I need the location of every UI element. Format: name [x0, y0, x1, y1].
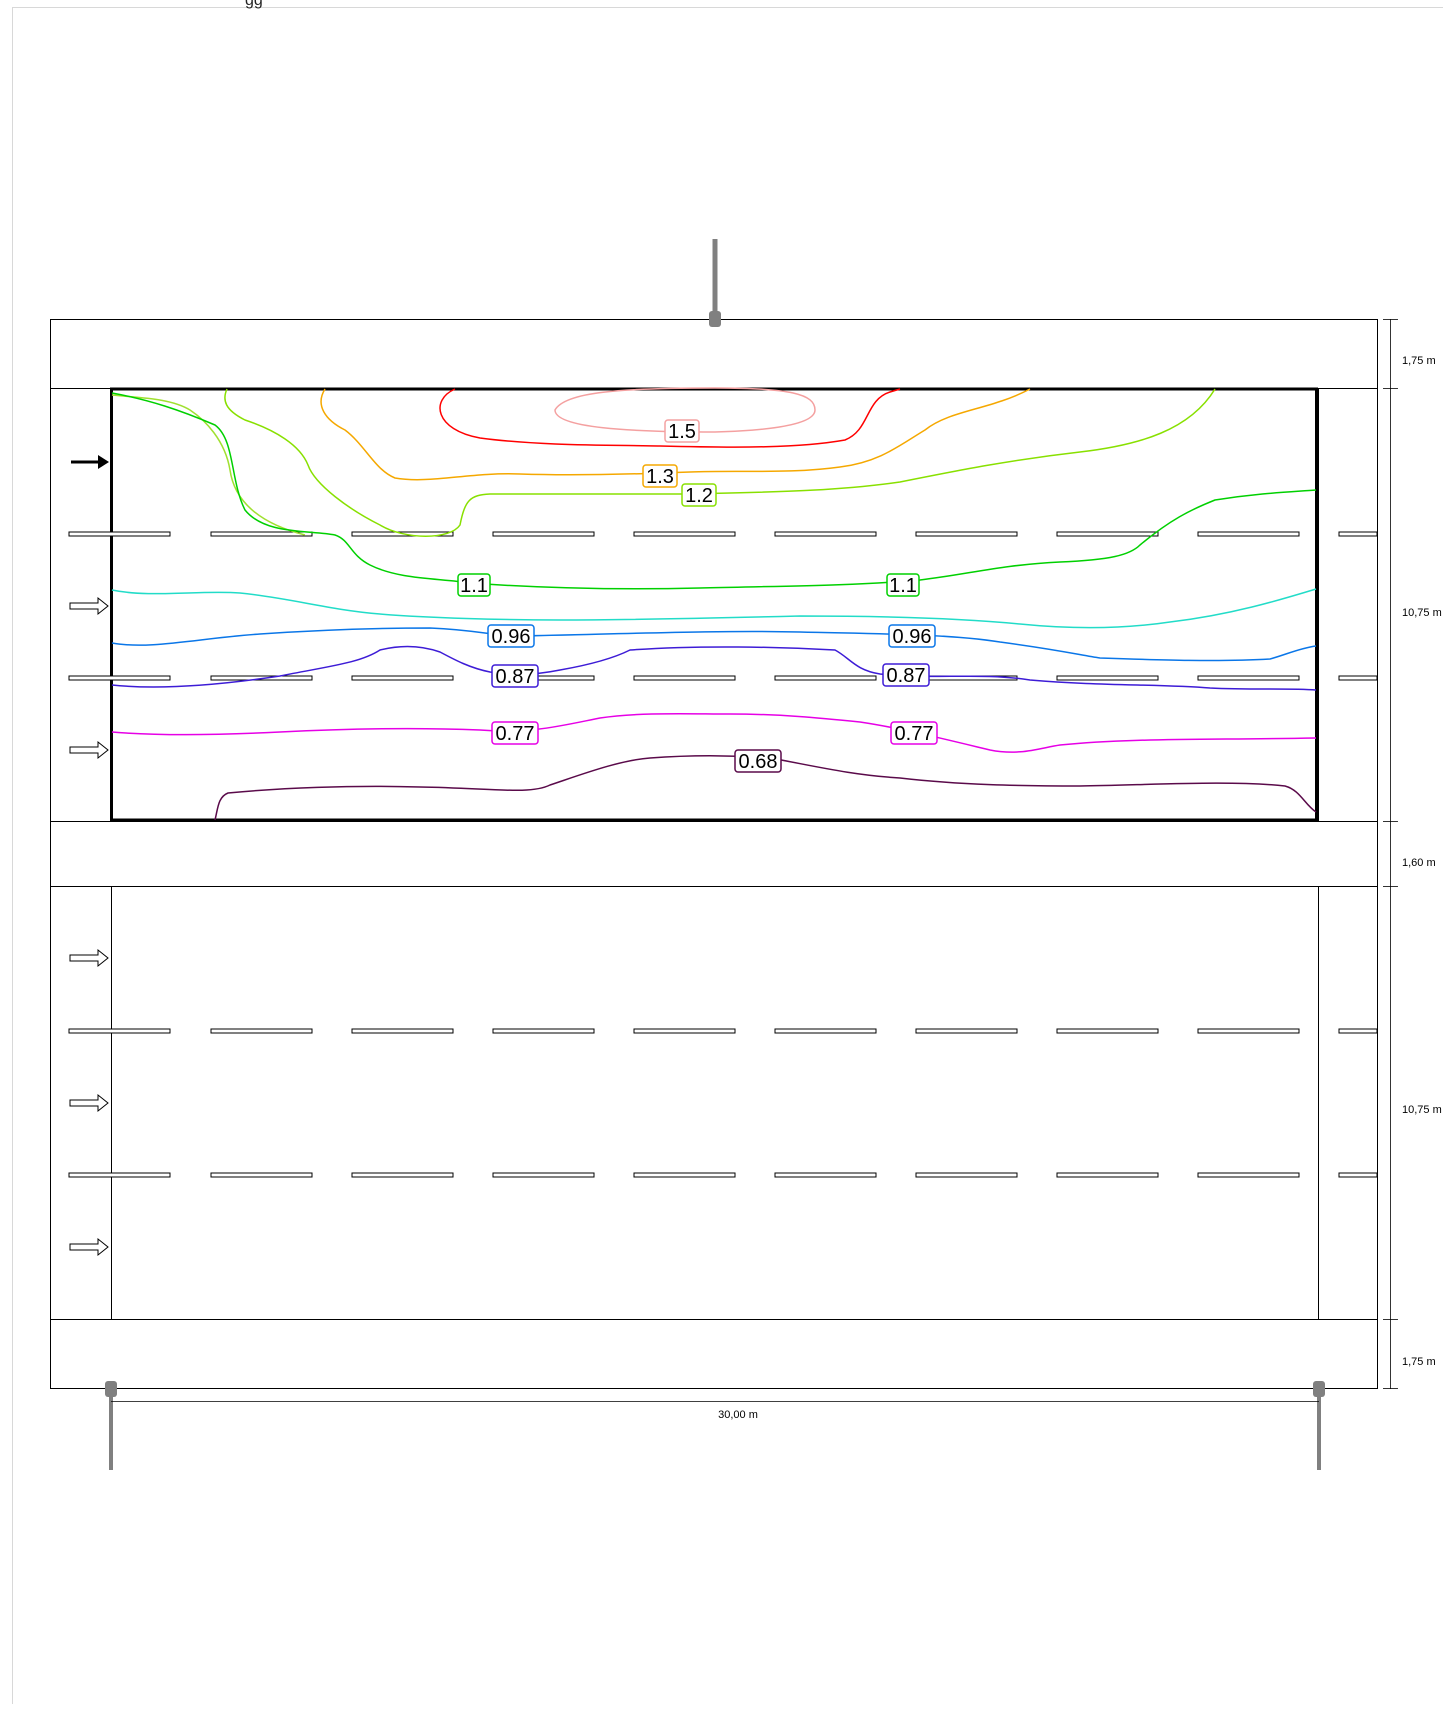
cropped-header-text: gg [245, 0, 263, 10]
luminaire-bottom-right [1313, 1381, 1325, 1470]
contour-0.96 [112, 628, 1316, 661]
lane-dash [211, 1029, 312, 1033]
contour-label-0.77: 0.77 [492, 722, 538, 745]
lane-dash [775, 676, 876, 680]
contour-1.2-b [112, 395, 305, 535]
width-dimension: 30,00 m [111, 1402, 1319, 1422]
upper-carriageway [51, 389, 1378, 822]
lane-dash [1198, 532, 1299, 536]
contour-label-text: 0.68 [739, 751, 778, 773]
direction-arrow [70, 598, 108, 614]
contour-label-1.2: 1.2 [682, 484, 716, 507]
lane-dash [916, 1029, 1017, 1033]
lane-dash [634, 532, 735, 536]
lane-dash [1057, 1029, 1158, 1033]
contour-label-text: 1.3 [646, 466, 674, 488]
dim-median: 1,60 m [1402, 857, 1436, 869]
direction-arrow [70, 742, 108, 758]
direction-arrows [70, 455, 109, 1255]
lane-dash [69, 676, 170, 680]
contour-label-text: 0.87 [496, 666, 535, 688]
lane-dash [1057, 1173, 1158, 1177]
contour-0.87 [112, 646, 1316, 690]
lane-dash [493, 1173, 594, 1177]
lane-markings [69, 532, 1377, 1177]
luminaires [105, 239, 1325, 1470]
contour-0.77 [112, 714, 1316, 752]
lane-dash [1057, 532, 1158, 536]
lane-dash [1339, 1173, 1377, 1177]
top-sidewalk [51, 320, 1378, 389]
contour-label-0.96: 0.96 [889, 625, 935, 648]
lane-dash [1339, 676, 1377, 680]
width-dimension-label: 30,00 m [718, 1409, 758, 1421]
lane-dash [775, 1029, 876, 1033]
dim-lower-carriageway: 10,75 m [1402, 1104, 1442, 1116]
lane-dash [634, 676, 735, 680]
contour-label-0.87: 0.87 [492, 665, 538, 688]
contour-label-text: 1.1 [889, 575, 917, 597]
luminaire-bottom-left [105, 1381, 117, 1470]
contour-1.0-cyan [112, 589, 1316, 628]
direction-arrow [70, 950, 108, 966]
contour-label-text: 1.2 [685, 485, 713, 507]
lane-dash [1198, 1029, 1299, 1033]
contour-labels: 1.5 1.3 1.2 1.1 1.1 0.96 0.96 0.87 0.87 0.77 0.77 0… [458, 420, 937, 773]
lane-dash [775, 532, 876, 536]
lane-dash [493, 1029, 594, 1033]
contour-label-text: 1.5 [668, 421, 696, 443]
contour-label-text: 0.96 [893, 626, 932, 648]
direction-arrow [70, 1095, 108, 1111]
contour-label-0.68: 0.68 [735, 750, 781, 773]
direction-arrow-bold [71, 455, 109, 469]
lane-dash [69, 1173, 170, 1177]
contour-label-0.87: 0.87 [883, 664, 929, 687]
dim-upper-carriageway: 10,75 m [1402, 607, 1442, 619]
lane-dash [352, 1029, 453, 1033]
contour-1.2-a [225, 389, 1215, 536]
contour-label-0.96: 0.96 [488, 625, 534, 648]
lane-dash [916, 1173, 1017, 1177]
lane-dash [1339, 1029, 1377, 1033]
lane-dash [634, 1173, 735, 1177]
contour-label-text: 1.1 [460, 575, 488, 597]
lane-dash [634, 1029, 735, 1033]
contour-label-1.1: 1.1 [458, 574, 490, 597]
contour-label-text: 0.77 [895, 723, 934, 745]
isolux-contours [112, 388, 1316, 820]
lane-dash [1198, 1173, 1299, 1177]
contour-label-text: 0.96 [492, 626, 531, 648]
contour-label-text: 0.77 [496, 723, 535, 745]
lane-dash [916, 532, 1017, 536]
lane-dash [69, 532, 170, 536]
lower-carriageway [51, 887, 1378, 1320]
lane-dash [1339, 532, 1377, 536]
contour-label-1.1: 1.1 [887, 574, 919, 597]
lane-dash [352, 1173, 453, 1177]
lane-dash [211, 1173, 312, 1177]
bottom-sidewalk [51, 1320, 1378, 1389]
median-strip [51, 822, 1378, 887]
lane-dash [1198, 676, 1299, 680]
lane-dash [1057, 676, 1158, 680]
lane-dash [493, 532, 594, 536]
dim-top-sidewalk: 1,75 m [1402, 355, 1436, 367]
lane-dash [69, 1029, 170, 1033]
luminaire-top [709, 239, 721, 327]
lane-dash [775, 1173, 876, 1177]
contour-label-0.77: 0.77 [891, 722, 937, 745]
dim-bottom-sidewalk: 1,75 m [1402, 1356, 1436, 1368]
contour-label-text: 0.87 [887, 665, 926, 687]
direction-arrow [70, 1239, 108, 1255]
contour-label-1.3: 1.3 [643, 465, 677, 488]
height-dimensions: 1,75 m 10,75 m 1,60 m 10,75 m 1,75 m [1383, 319, 1442, 1389]
page-border [13, 8, 1443, 1705]
road-bands [51, 320, 1378, 1389]
lane-dash [352, 676, 453, 680]
contour-label-1.5: 1.5 [665, 420, 699, 443]
